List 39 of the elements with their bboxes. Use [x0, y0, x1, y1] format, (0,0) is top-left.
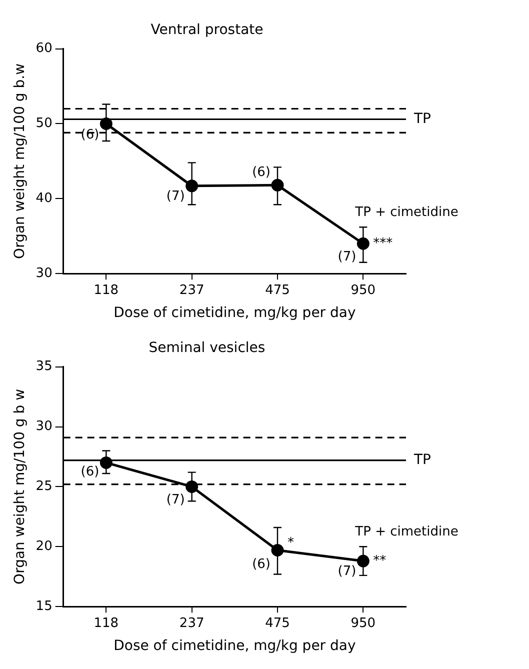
- x-tick-label: 118: [94, 282, 119, 298]
- x-axis-title: Dose of cimetidine, mg/kg per day: [114, 305, 356, 322]
- annotation: ***: [373, 236, 394, 251]
- annotation: **: [373, 553, 387, 568]
- annotation: (7): [166, 188, 185, 204]
- y-tick-label: 60: [36, 41, 52, 56]
- y-tick-label: 25: [36, 479, 52, 494]
- y-tick-label: 20: [36, 539, 52, 554]
- chart-title: Seminal vesicles: [148, 340, 266, 356]
- point: [271, 544, 284, 556]
- x-axis-title: Dose of cimetidine, mg/kg per day: [114, 638, 356, 654]
- x-tick-label: 237: [179, 282, 204, 298]
- y-tick-label: 35: [36, 359, 52, 374]
- y-tick-label: 50: [36, 116, 52, 132]
- annotation: (7): [338, 249, 356, 264]
- chart-title: Ventral prostate: [150, 22, 264, 38]
- annotation: *: [288, 535, 295, 550]
- x-tick-label: 475: [265, 282, 290, 298]
- y-axis-title: Organ weight mg/100 g b w: [12, 388, 28, 584]
- series-label: TP + cimetidine: [354, 524, 458, 540]
- y-tick-label: 30: [36, 266, 52, 281]
- x-tick-label: 950: [350, 282, 376, 298]
- y-axis-title: Organ weight mg/100 g b.w: [12, 63, 28, 259]
- ref-line-label: TP: [413, 452, 431, 468]
- annotation: (6): [80, 464, 100, 480]
- y-tick-label: 30: [36, 419, 52, 434]
- ref-line-label: TP: [413, 110, 431, 127]
- annotation: (7): [166, 492, 185, 508]
- x-tick-label: 237: [179, 616, 204, 631]
- x-tick-label: 118: [94, 616, 119, 631]
- annotation: (7): [338, 564, 356, 580]
- x-tick-label: 950: [350, 616, 376, 631]
- y-tick-label: 15: [36, 598, 52, 614]
- x-tick-label: 475: [265, 616, 290, 631]
- point: [271, 178, 284, 192]
- annotation: (6): [252, 557, 271, 572]
- y-tick-label: 40: [36, 191, 52, 206]
- series-label: TP + cimetidine: [354, 205, 458, 220]
- annotation: (6): [252, 164, 271, 180]
